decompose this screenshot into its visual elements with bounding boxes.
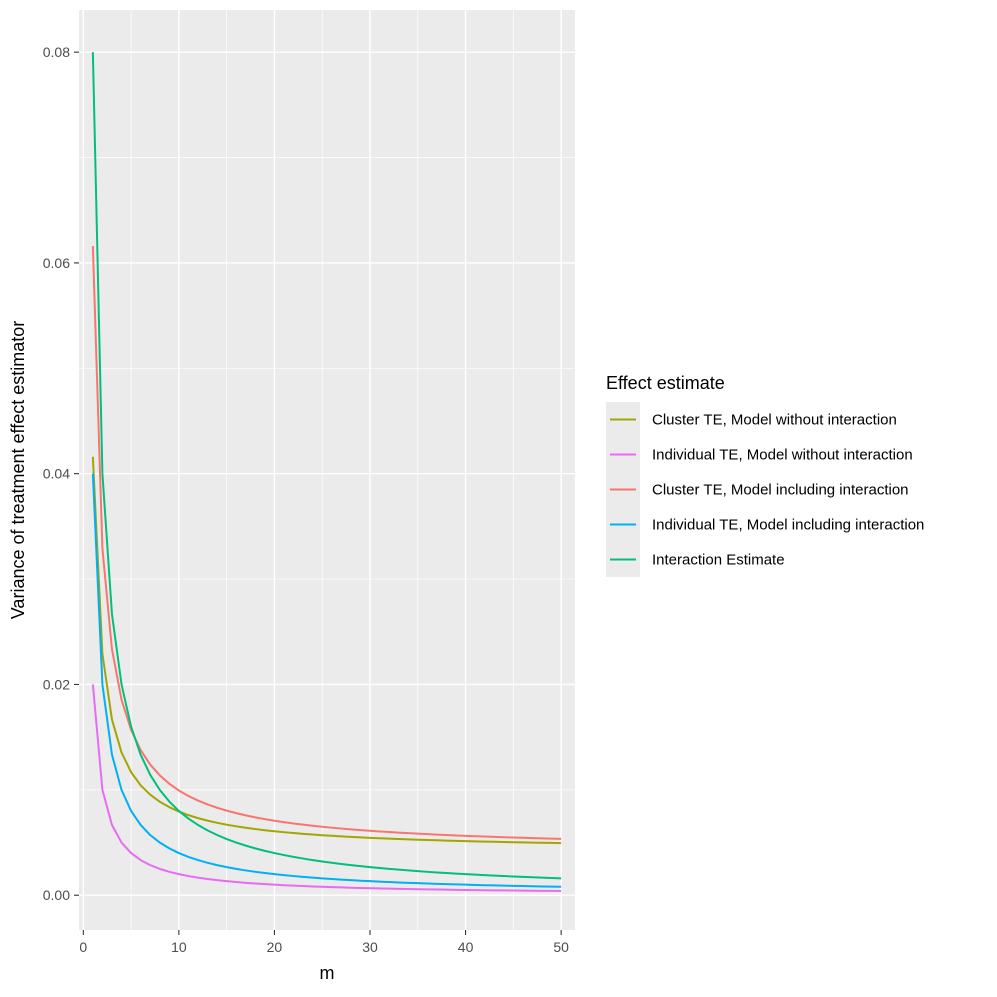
y-tick-label: 0.08 (43, 44, 70, 60)
x-tick-label: 20 (267, 939, 283, 955)
legend-title: Effect estimate (606, 373, 725, 393)
legend: Effect estimate Cluster TE, Model withou… (606, 373, 924, 577)
series-line-2 (91, 684, 562, 893)
y-tick-label: 0.00 (43, 887, 70, 903)
legend-label: Interaction Estimate (652, 552, 785, 569)
y-tick-label: 0.06 (43, 255, 70, 271)
legend-label: Cluster TE, Model without interaction (652, 412, 897, 429)
x-tick-label: 30 (362, 939, 378, 955)
series-line-1 (91, 456, 562, 845)
legend-label: Individual TE, Model including interacti… (652, 517, 924, 534)
y-axis-title: Variance of treatment effect estimator (8, 321, 28, 619)
data-lines (91, 52, 562, 893)
legend-label: Cluster TE, Model including interaction (652, 482, 909, 499)
legend-label: Individual TE, Model without interaction (652, 447, 913, 464)
x-axis: 0 10 20 30 40 50 (79, 930, 569, 955)
y-tick-label: 0.02 (43, 676, 70, 692)
x-tick-label: 40 (458, 939, 474, 955)
y-axis: 0.00 0.02 0.04 0.06 0.08 (43, 44, 79, 903)
y-tick-label: 0.04 (43, 466, 70, 482)
x-tick-label: 0 (79, 939, 87, 955)
series-line-3 (91, 246, 562, 840)
x-tick-label: 10 (171, 939, 187, 955)
x-tick-label: 50 (553, 939, 569, 955)
plot-panel (79, 10, 575, 930)
series-line-4 (91, 473, 562, 888)
gridlines (79, 10, 575, 930)
series-line-5 (91, 52, 562, 880)
x-axis-title: m (320, 963, 335, 983)
